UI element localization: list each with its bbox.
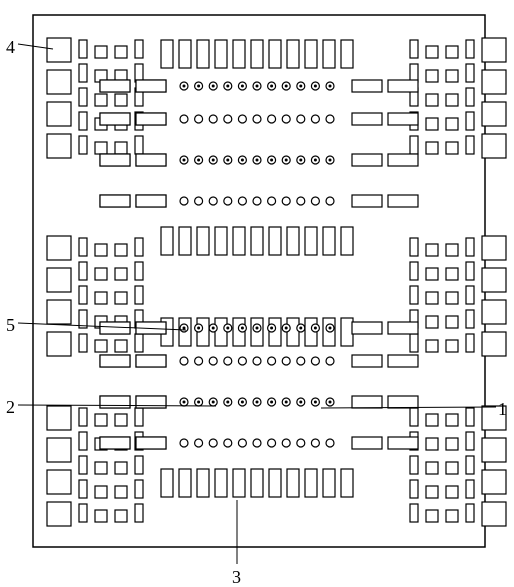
diagram-canvas [0,0,514,582]
callout-label-5: 5 [6,316,15,334]
callout-label-2: 2 [6,398,15,416]
callout-label-4: 4 [6,38,15,56]
callout-label-3: 3 [232,568,241,586]
callout-label-1: 1 [498,400,507,418]
